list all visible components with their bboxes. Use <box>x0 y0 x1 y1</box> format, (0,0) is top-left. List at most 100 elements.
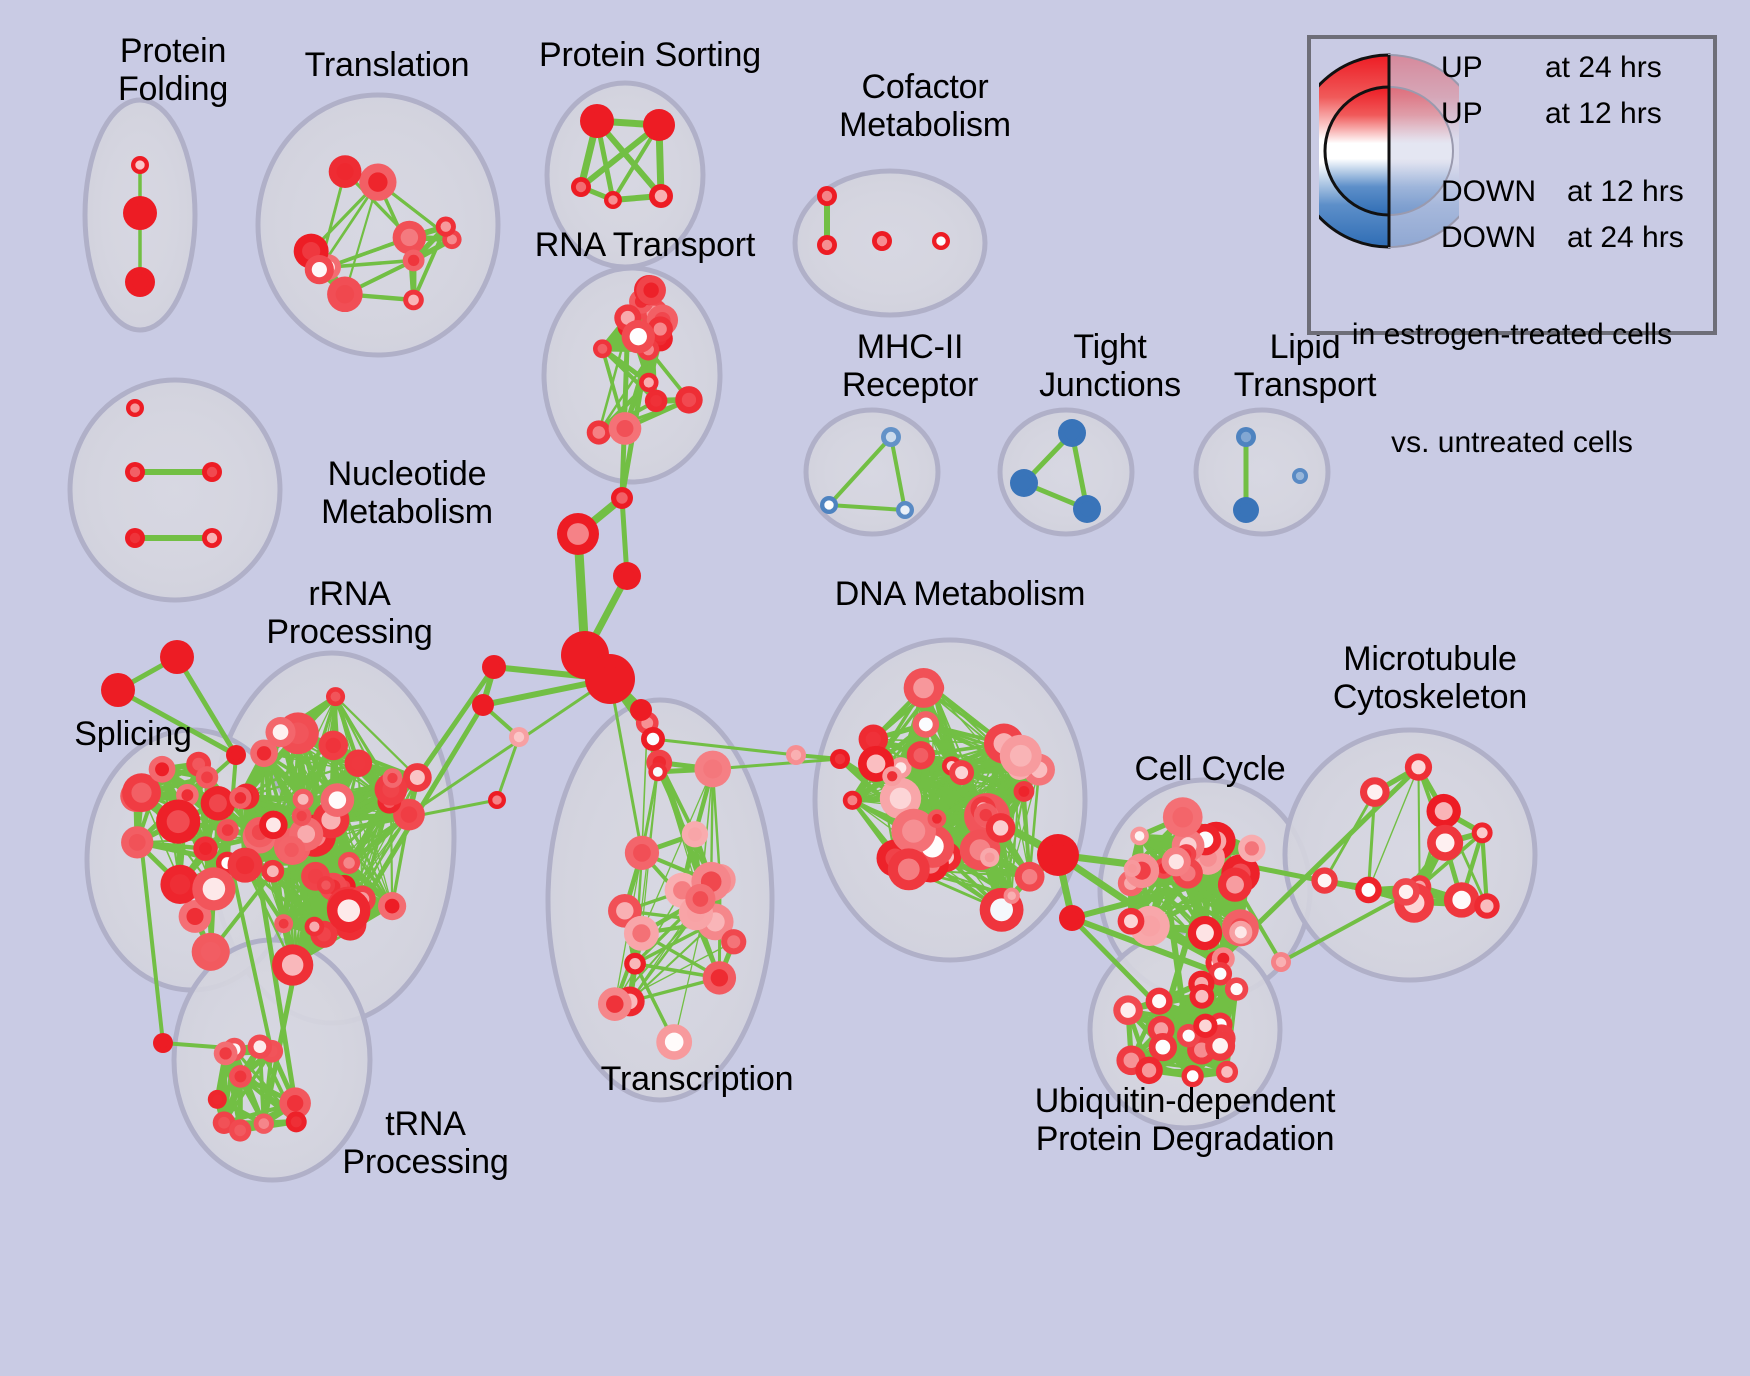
network-edge <box>827 435 893 507</box>
network-node <box>320 783 355 817</box>
network-node <box>202 528 222 548</box>
network-node <box>879 777 922 820</box>
cluster-label-trna-processing: tRNA Processing <box>342 1105 509 1182</box>
network-edge <box>628 920 717 1003</box>
network-node <box>1135 1056 1163 1085</box>
network-node <box>1311 867 1338 894</box>
network-node <box>382 768 403 788</box>
network-node <box>643 109 675 141</box>
network-node <box>1148 1032 1178 1062</box>
network-node <box>125 462 145 482</box>
network-node <box>216 818 239 842</box>
network-node <box>623 915 659 951</box>
network-node <box>820 496 838 514</box>
network-node <box>328 155 362 188</box>
network-edge <box>115 687 239 758</box>
network-node <box>1224 977 1249 1001</box>
legend-time-0: at 24 hrs <box>1545 51 1662 84</box>
network-node <box>402 763 432 792</box>
network-node <box>316 876 336 895</box>
network-edge <box>326 258 416 269</box>
network-node <box>292 788 314 810</box>
network-node <box>980 847 1000 868</box>
network-node <box>325 687 346 707</box>
network-edge <box>407 677 612 817</box>
network-node <box>472 694 494 716</box>
network-node <box>641 727 665 751</box>
network-edge <box>651 737 798 757</box>
legend-rows: UP at 24 hrs UP at 12 hrs DOWN at 12 hrs… <box>1441 51 1716 254</box>
network-node <box>656 1024 693 1060</box>
network-node <box>586 420 611 445</box>
network-node <box>191 932 230 971</box>
cluster-label-protein-sorting: Protein Sorting <box>539 36 761 74</box>
legend-time-1: at 12 hrs <box>1545 97 1662 130</box>
network-node <box>403 289 424 311</box>
network-node <box>229 786 252 809</box>
network-node <box>393 798 425 831</box>
network-node <box>195 766 219 789</box>
network-node <box>1238 834 1266 863</box>
network-node <box>344 749 373 778</box>
network-node <box>571 177 591 197</box>
network-edge <box>578 122 662 190</box>
legend-time-3: at 24 hrs <box>1567 221 1684 254</box>
cluster-label-cell-cycle: Cell Cycle <box>1134 750 1286 788</box>
network-node <box>1443 882 1480 918</box>
cluster-ellipse-translation <box>255 92 501 358</box>
legend-panel: UP at 24 hrs UP at 12 hrs DOWN at 12 hrs… <box>1307 35 1717 459</box>
network-node <box>702 961 737 995</box>
cluster-label-protein-folding: Protein Folding <box>117 32 229 109</box>
network-node <box>585 654 635 704</box>
cluster-ellipse-nucleotide-metabolism <box>67 377 283 603</box>
network-node <box>1058 419 1086 447</box>
network-edge <box>215 801 274 1054</box>
network-node <box>1193 1013 1218 1038</box>
network-node <box>882 766 903 787</box>
network-node <box>1292 468 1308 484</box>
cluster-label-tight-junctions: Tight Junctions <box>1039 328 1181 405</box>
cluster-ellipse-lipid-transport <box>1193 407 1331 537</box>
network-node <box>1474 893 1500 919</box>
network-node <box>253 1113 275 1134</box>
cluster-ellipse-microtubule-cytoskeleton <box>1282 727 1538 983</box>
network-node <box>1010 469 1038 497</box>
network-edge <box>628 911 698 1003</box>
network-node <box>125 267 155 297</box>
network-node <box>227 847 263 883</box>
network-node <box>817 235 837 255</box>
network-node <box>156 799 201 844</box>
network-node <box>675 386 703 414</box>
network-node <box>1205 1030 1236 1061</box>
network-node <box>786 745 806 765</box>
network-edge <box>1028 768 1041 879</box>
network-edge <box>608 677 644 855</box>
network-edge <box>270 869 317 929</box>
network-node <box>213 1041 238 1066</box>
network-node <box>202 462 222 482</box>
network-node <box>153 1033 173 1053</box>
network-node <box>402 249 425 272</box>
network-node <box>621 319 655 354</box>
network-edge <box>263 752 394 779</box>
network-node <box>1161 847 1191 877</box>
network-node <box>378 892 407 921</box>
network-node <box>906 741 936 770</box>
cluster-label-rrna-processing: rRNA Processing <box>266 575 433 652</box>
network-edge <box>414 664 497 780</box>
network-node <box>597 987 632 1021</box>
network-edge <box>334 695 419 779</box>
network-edge <box>935 766 1022 821</box>
network-node <box>685 883 716 915</box>
network-edge <box>711 757 842 771</box>
cluster-label-translation: Translation <box>304 46 470 84</box>
network-node <box>327 276 363 313</box>
network-node <box>1208 961 1233 986</box>
cluster-label-ubiquitin-degradation: Ubiquitin-dependent Protein Degradation <box>1034 1082 1336 1159</box>
network-node <box>1471 822 1493 844</box>
network-node <box>509 727 529 747</box>
network-node <box>881 427 901 447</box>
network-node <box>392 220 427 255</box>
network-nodes <box>101 104 1500 1142</box>
